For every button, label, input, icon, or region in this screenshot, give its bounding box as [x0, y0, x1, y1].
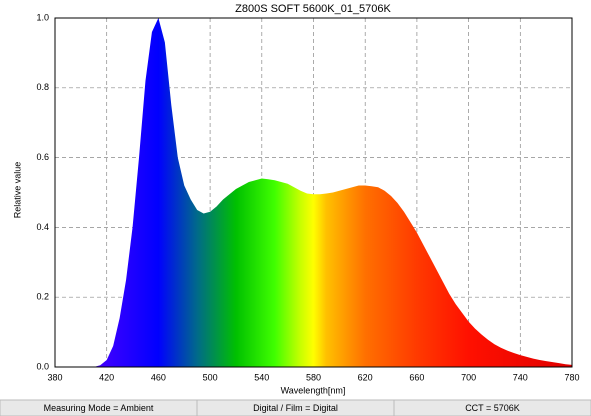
spectrum-area	[93, 18, 572, 367]
x-tick-label: 420	[99, 372, 114, 382]
x-tick-label: 620	[358, 372, 373, 382]
x-tick-label: 540	[254, 372, 269, 382]
y-tick-label: 1.0	[36, 12, 49, 22]
status-item: Digital / Film = Digital	[253, 403, 338, 413]
chart-title: Z800S SOFT 5600K_01_5706K	[235, 3, 391, 15]
x-axis-label: Wavelength[nm]	[281, 385, 346, 395]
status-bar: Measuring Mode = Ambient Digital / Film =…	[0, 399, 591, 416]
x-tick-label: 500	[203, 372, 218, 382]
plot-frame	[54, 17, 573, 368]
status-item: CCT = 5706K	[465, 403, 520, 413]
y-tick-label: 0.6	[36, 152, 49, 162]
y-tick-label: 0.4	[36, 222, 49, 232]
x-tick-label: 740	[513, 372, 528, 382]
status-item: Measuring Mode = Ambient	[44, 403, 154, 413]
x-tick-label: 700	[461, 372, 476, 382]
x-tick-label: 580	[306, 372, 321, 382]
x-tick-label: 660	[409, 372, 424, 382]
x-tick-label: 380	[47, 372, 62, 382]
x-tick-label: 780	[564, 372, 579, 382]
x-tick-label: 460	[151, 372, 166, 382]
y-tick-label: 0.0	[36, 361, 49, 371]
y-tick-label: 0.2	[36, 292, 49, 302]
status-bar-bg	[0, 399, 591, 416]
y-axis-label: Relative value	[12, 162, 22, 219]
y-tick-label: 0.8	[36, 82, 49, 92]
